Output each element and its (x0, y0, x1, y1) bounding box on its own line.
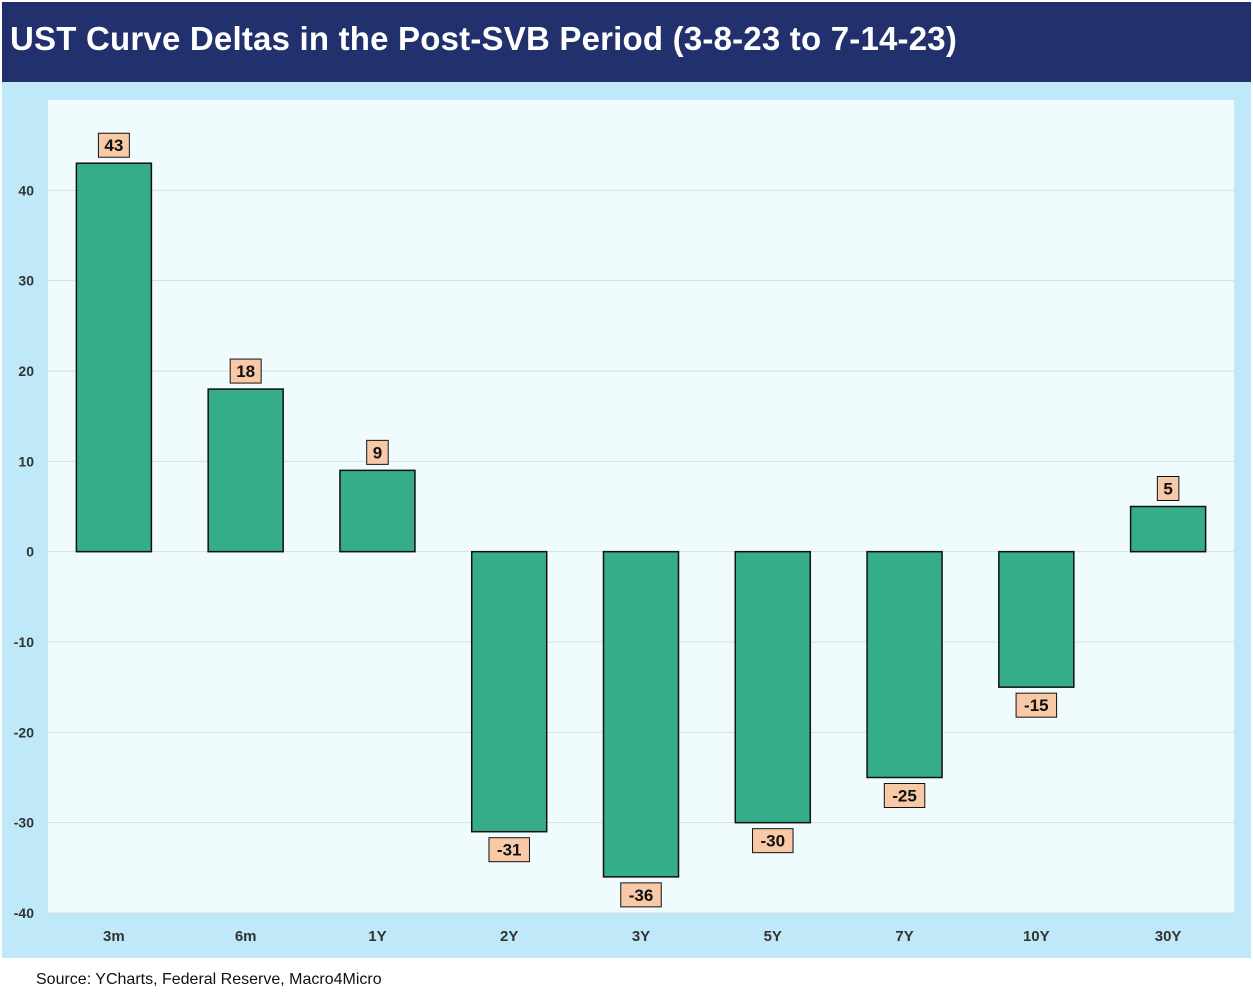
bar-3m (75, 162, 153, 553)
data-label: -31 (497, 841, 522, 860)
bar-30Y (1129, 505, 1207, 553)
data-label-box (883, 783, 926, 808)
data-label: 5 (1163, 480, 1172, 499)
data-label: 43 (104, 136, 123, 155)
y-tick-label: -30 (14, 815, 34, 831)
y-tick-label: 40 (18, 182, 34, 198)
source-note: Source: YCharts, Federal Reserve, Macro4… (36, 971, 382, 988)
data-label-box (1015, 692, 1058, 718)
bar-5Y (734, 550, 812, 824)
data-labels: 43 18 9 -31 -36 -30 -25 -15 5 (97, 132, 1180, 908)
bar-2Y (470, 550, 548, 833)
y-tick-label: 30 (18, 273, 34, 289)
data-label-box (752, 828, 794, 854)
bar-chart: -40 -30 -20 -10 0 10 20 30 40 43 18 9 -31 -36 -30 -25 -… (14, 100, 1234, 945)
bars (75, 162, 1207, 878)
y-tick-label: 0 (26, 544, 34, 560)
x-tick-label: 7Y (895, 928, 913, 945)
data-label: 18 (236, 362, 255, 381)
bar-1Y (339, 469, 416, 553)
data-label-box (97, 132, 130, 158)
chart-title: UST Curve Deltas in the Post-SVB Period … (10, 20, 958, 57)
x-axis: 3m 6m 1Y 2Y 3Y 5Y 7Y 10Y 30Y (103, 928, 1181, 945)
data-label-box (1156, 476, 1180, 501)
y-tick-label: -40 (14, 905, 34, 921)
bar-7Y (866, 550, 943, 779)
data-label-box (229, 358, 262, 384)
y-tick-label: -10 (14, 634, 34, 650)
x-tick-label: 10Y (1023, 928, 1050, 945)
data-label: -25 (892, 787, 917, 806)
y-tick-label: -20 (14, 724, 34, 740)
x-tick-label: 1Y (368, 928, 386, 945)
data-label: -30 (760, 832, 785, 851)
data-label-box (366, 439, 389, 465)
data-label: -36 (629, 886, 654, 905)
x-tick-label: 5Y (764, 928, 782, 945)
y-tick-label: 20 (18, 363, 34, 379)
data-label-box (620, 882, 662, 908)
y-tick-label: 10 (18, 453, 34, 469)
bar-10Y (998, 550, 1075, 688)
data-label: 9 (373, 443, 382, 462)
bar-6m (207, 388, 284, 553)
x-tick-label: 3Y (632, 928, 650, 945)
title-bar: UST Curve Deltas in the Post-SVB Period … (2, 2, 1251, 82)
x-tick-label: 2Y (500, 928, 518, 945)
y-axis: -40 -30 -20 -10 0 10 20 30 40 (14, 182, 34, 921)
data-label: -15 (1024, 696, 1049, 715)
data-label-box (488, 837, 530, 863)
x-tick-label: 3m (103, 928, 125, 945)
x-tick-label: 30Y (1155, 928, 1182, 945)
bar-3Y (602, 550, 680, 878)
x-tick-label: 6m (235, 928, 257, 945)
